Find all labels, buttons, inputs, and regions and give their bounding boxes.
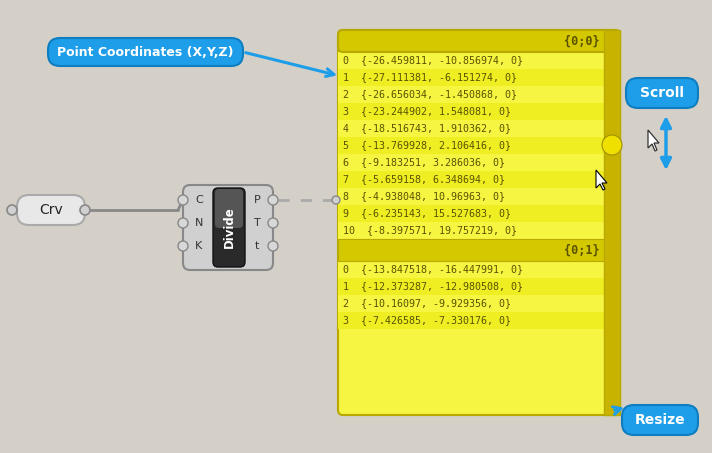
Text: 4  {-18.516743, 1.910362, 0}: 4 {-18.516743, 1.910362, 0} (343, 124, 511, 134)
Text: C: C (195, 195, 203, 205)
Text: 2  {-26.656034, -1.450868, 0}: 2 {-26.656034, -1.450868, 0} (343, 90, 517, 100)
Bar (338, 103, 604, 120)
Text: 6  {-9.183251, 3.286036, 0}: 6 {-9.183251, 3.286036, 0} (343, 158, 505, 168)
Text: {0;1}: {0;1} (565, 244, 600, 256)
Bar (338, 86, 604, 103)
Text: 1  {-27.111381, -6.151274, 0}: 1 {-27.111381, -6.151274, 0} (343, 72, 517, 82)
Bar (338, 205, 604, 222)
Circle shape (268, 218, 278, 228)
Text: t: t (255, 241, 259, 251)
Bar (338, 312, 604, 329)
Text: T: T (253, 218, 261, 228)
Bar (338, 69, 604, 86)
FancyBboxPatch shape (48, 38, 243, 66)
Text: Point Coordinates (X,Y,Z): Point Coordinates (X,Y,Z) (57, 45, 234, 58)
Text: 3  {-7.426585, -7.330176, 0}: 3 {-7.426585, -7.330176, 0} (343, 315, 511, 326)
Text: 1  {-12.373287, -12.980508, 0}: 1 {-12.373287, -12.980508, 0} (343, 281, 523, 291)
Circle shape (332, 196, 340, 204)
Text: N: N (195, 218, 203, 228)
Bar (338, 295, 604, 312)
FancyBboxPatch shape (183, 185, 273, 270)
FancyBboxPatch shape (622, 405, 698, 435)
Circle shape (178, 241, 188, 251)
Text: 10  {-8.397571, 19.757219, 0}: 10 {-8.397571, 19.757219, 0} (343, 226, 517, 236)
FancyBboxPatch shape (213, 188, 245, 267)
Circle shape (178, 195, 188, 205)
Polygon shape (596, 170, 607, 190)
Text: Divide: Divide (222, 207, 236, 248)
Circle shape (178, 218, 188, 228)
Text: 8  {-4.938048, 10.96963, 0}: 8 {-4.938048, 10.96963, 0} (343, 192, 505, 202)
FancyBboxPatch shape (338, 30, 620, 415)
Text: 5  {-13.769928, 2.106416, 0}: 5 {-13.769928, 2.106416, 0} (343, 140, 511, 150)
Text: K: K (195, 241, 203, 251)
Polygon shape (648, 130, 659, 151)
Text: 0  {-26.459811, -10.856974, 0}: 0 {-26.459811, -10.856974, 0} (343, 56, 523, 66)
Text: 7  {-5.659158, 6.348694, 0}: 7 {-5.659158, 6.348694, 0} (343, 174, 505, 184)
Bar (338, 239, 620, 261)
FancyBboxPatch shape (17, 195, 85, 225)
Text: 9  {-6.235143, 15.527683, 0}: 9 {-6.235143, 15.527683, 0} (343, 208, 511, 218)
FancyBboxPatch shape (338, 30, 620, 52)
Text: 3  {-23.244902, 1.548081, 0}: 3 {-23.244902, 1.548081, 0} (343, 106, 511, 116)
Text: {0;0}: {0;0} (565, 34, 600, 48)
Bar (338, 154, 604, 171)
Bar (604, 30, 620, 415)
Circle shape (602, 135, 622, 155)
Text: Scroll: Scroll (640, 86, 684, 100)
Circle shape (268, 195, 278, 205)
Text: Resize: Resize (634, 413, 686, 427)
Text: P: P (253, 195, 261, 205)
Circle shape (268, 241, 278, 251)
Bar (338, 52, 604, 69)
Bar (338, 120, 604, 137)
Circle shape (80, 205, 90, 215)
Bar (338, 278, 604, 295)
Bar (338, 222, 604, 239)
Bar (338, 171, 604, 188)
Bar (338, 188, 604, 205)
Bar (338, 261, 604, 278)
Circle shape (7, 205, 17, 215)
FancyBboxPatch shape (626, 78, 698, 108)
Text: 0  {-13.847518, -16.447991, 0}: 0 {-13.847518, -16.447991, 0} (343, 265, 523, 275)
FancyBboxPatch shape (215, 189, 243, 228)
Bar (338, 137, 604, 154)
Text: 2  {-10.16097, -9.929356, 0}: 2 {-10.16097, -9.929356, 0} (343, 299, 511, 308)
Text: Crv: Crv (39, 203, 63, 217)
